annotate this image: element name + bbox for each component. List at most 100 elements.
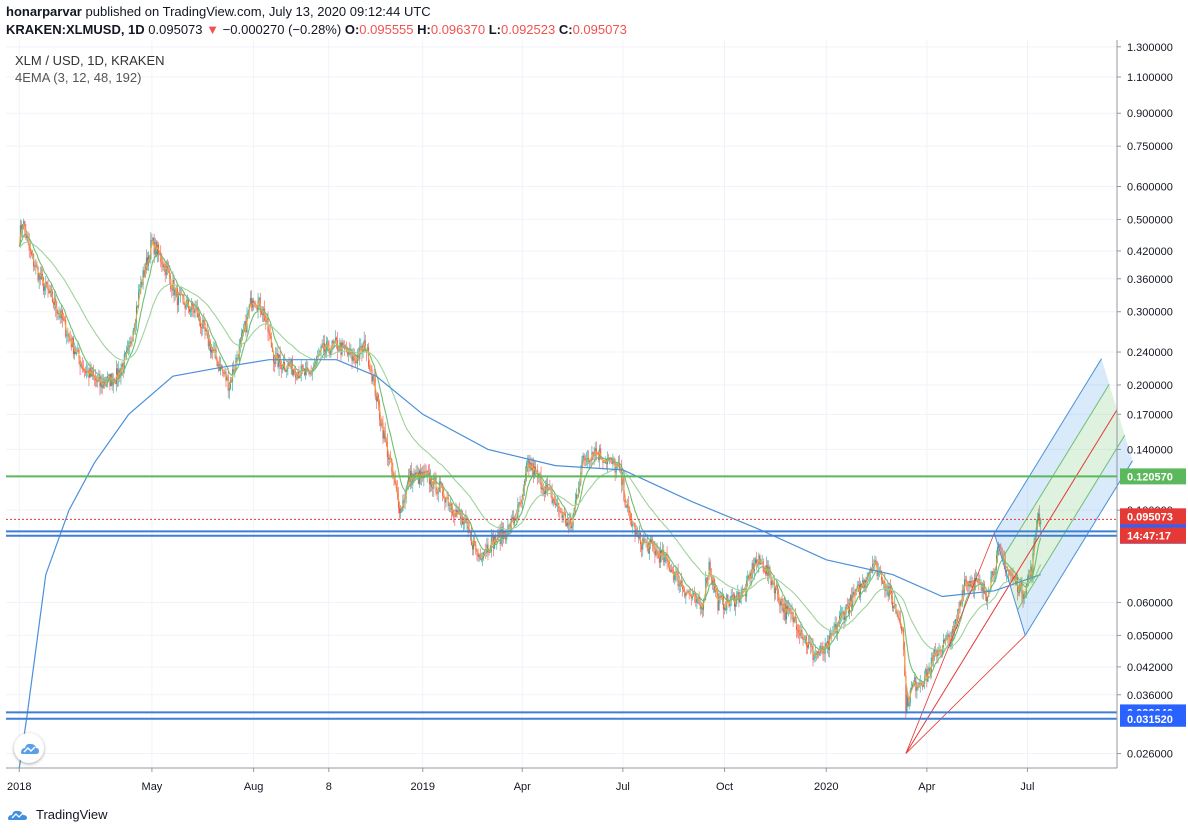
candle-body (925, 668, 927, 678)
candle-body (436, 492, 438, 494)
candle-body (654, 548, 656, 556)
candle-body (897, 613, 899, 619)
price-tick-label: 1.300000 (1127, 42, 1173, 54)
candle-body (790, 612, 792, 614)
candle-body (23, 220, 25, 225)
candle-body (592, 452, 594, 454)
candle-body (432, 487, 434, 489)
candle-body (354, 359, 356, 362)
candle-body (928, 668, 930, 673)
candle-body (211, 349, 213, 353)
candle-body (875, 560, 877, 562)
candle-body (717, 593, 719, 611)
candle-body (678, 584, 680, 587)
time-tick-label: Apr (514, 781, 531, 793)
candle-body (452, 509, 454, 515)
candle-body (527, 459, 529, 464)
indicator-legend[interactable]: 4EMA (3, 12, 48, 192) (15, 70, 142, 85)
candle-body (137, 306, 139, 307)
candle-body (317, 355, 319, 358)
candle-body (34, 266, 36, 268)
pitchfork-inner-lower-line (1017, 435, 1126, 611)
candle-body (797, 629, 799, 631)
candle-body (1009, 571, 1011, 575)
candle-body (874, 560, 876, 566)
candle-body (774, 587, 776, 594)
candle-body (154, 241, 156, 255)
candle-body (560, 512, 562, 513)
candle-body (655, 549, 657, 556)
candle-body (216, 358, 218, 366)
open-value: 0.095555 (359, 22, 414, 37)
candle-body (719, 595, 721, 598)
candle-body (893, 606, 895, 609)
candle-body (648, 543, 650, 554)
candle-body (1033, 541, 1035, 554)
candle-body (541, 487, 543, 490)
candle-body (752, 563, 754, 572)
price-chart[interactable]: 1.300000 1.100000 0.900000 0.750000 0.600000… (0, 40, 1188, 800)
pitchfork-zone-upper (994, 358, 1110, 559)
candle-body (44, 286, 46, 291)
candle-body (939, 649, 941, 652)
price-tick-label: 0.900000 (1127, 108, 1173, 120)
candle-body (649, 539, 651, 544)
candle-body (526, 463, 528, 475)
candle-body (217, 363, 219, 366)
candle-body (124, 352, 126, 355)
candle-body (20, 225, 22, 230)
time-axis: 2018 May Aug 8 2019 Apr Jul Oct 2020 Apr Jul (7, 768, 1034, 793)
ema-12-line (18, 233, 1042, 683)
candle-body (151, 240, 153, 241)
time-tick-label: Jul (616, 781, 630, 793)
time-tick-label: Apr (918, 781, 935, 793)
candle-body (724, 607, 726, 610)
candle-body (857, 584, 859, 587)
candle-body (888, 586, 890, 597)
candle-body (669, 570, 671, 572)
candle-body (97, 379, 99, 382)
candle-body (782, 604, 784, 613)
candle-body (999, 544, 1001, 548)
candle-body (327, 341, 329, 343)
candle-body (473, 541, 475, 550)
candle-body (715, 590, 717, 592)
candle-body (112, 379, 114, 386)
candle-body (361, 346, 363, 353)
candle-body (212, 349, 214, 352)
candle-body (565, 523, 567, 526)
candle-body (556, 504, 558, 506)
candle-body (476, 551, 478, 552)
price-tick-label: 0.140000 (1127, 444, 1173, 456)
candle-body (174, 288, 176, 296)
candle-body (142, 270, 144, 285)
candle-body (53, 302, 55, 305)
candle-body (190, 309, 192, 312)
candle-body (842, 611, 844, 613)
candle-body (250, 298, 252, 308)
candle-body (793, 616, 795, 623)
candle-body (104, 384, 106, 386)
candle-body (979, 583, 981, 584)
candle-body (140, 281, 142, 290)
tradingview-logo-button[interactable] (14, 733, 44, 763)
pitchfork-zone-mid-lower (1009, 409, 1125, 610)
candle-body (551, 491, 553, 504)
candle-body (480, 559, 482, 560)
author-name[interactable]: honarparvar (6, 4, 82, 19)
candle-body (696, 598, 698, 603)
candle-body (205, 329, 207, 332)
candle-body (709, 561, 711, 574)
candle-body (306, 367, 308, 369)
candle-body (825, 643, 827, 647)
candle-body (192, 302, 194, 309)
countdown-label-bg (1120, 527, 1186, 544)
price-tick-label: 0.240000 (1127, 347, 1173, 359)
candle-body (233, 369, 235, 373)
pitchfork-lower-line (1024, 460, 1133, 636)
candle-body (966, 580, 968, 583)
footer-brand[interactable]: TradingView (36, 806, 108, 822)
candle-body (679, 580, 681, 585)
candle-body (285, 369, 287, 372)
candle-body (965, 579, 967, 581)
